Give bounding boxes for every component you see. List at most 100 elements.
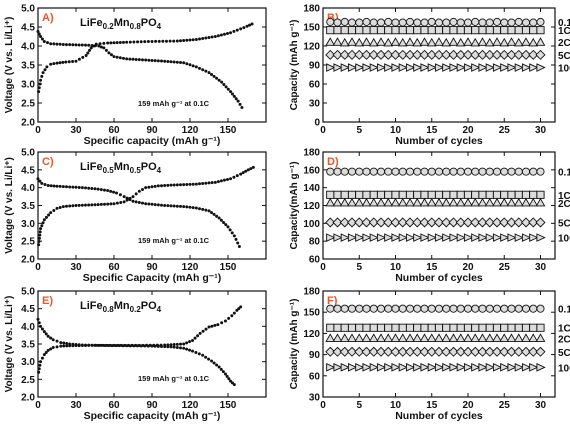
data-point <box>239 305 243 309</box>
series-5C <box>325 346 546 357</box>
data-point <box>222 220 226 224</box>
x-tick-label: 25 <box>499 400 511 411</box>
data-point <box>222 82 226 86</box>
series-label: 10C <box>558 363 570 374</box>
y-tick-label: 5.0 <box>21 287 35 298</box>
y-tick-label: 90 <box>309 350 321 361</box>
data-point <box>398 304 407 313</box>
data-point <box>478 190 487 199</box>
data-point <box>478 26 487 35</box>
data-point <box>102 46 106 50</box>
data-point <box>442 323 451 332</box>
data-point <box>478 18 487 27</box>
data-point <box>485 26 494 35</box>
data-point <box>397 346 408 357</box>
data-point <box>49 184 53 188</box>
data-point <box>207 71 211 75</box>
series-label: 5C <box>558 218 570 229</box>
panel-e: 0 30 60 90 120 150 2.0 2.5 3.0 3.5 4.0 4.5 5.0 Specif… <box>4 287 267 422</box>
data-point <box>514 304 523 313</box>
data-point <box>420 233 430 242</box>
data-point <box>64 60 68 64</box>
data-point <box>434 190 444 199</box>
data-point <box>251 165 255 169</box>
data-point <box>507 233 517 242</box>
data-point <box>42 218 46 222</box>
composition-subscript: 0.5 <box>103 166 115 175</box>
data-point <box>491 346 503 357</box>
data-point <box>144 202 148 206</box>
data-point <box>49 42 53 46</box>
data-point <box>448 217 459 228</box>
data-point <box>128 57 132 61</box>
data-point <box>219 218 223 222</box>
series-label: 2C <box>558 38 570 49</box>
data-point <box>37 86 41 90</box>
x-axis-label: Number of cycles <box>395 272 483 284</box>
data-point <box>88 48 92 52</box>
x-tick-label: 5 <box>356 125 362 136</box>
data-point <box>96 343 100 347</box>
data-point <box>169 345 173 349</box>
data-point <box>216 34 220 38</box>
data-point <box>521 63 532 72</box>
data-point <box>390 37 401 46</box>
x-tick-label: 5 <box>356 262 362 273</box>
data-point <box>492 363 503 372</box>
data-point <box>376 63 387 72</box>
data-point <box>42 39 46 43</box>
data-point <box>340 323 349 332</box>
data-point <box>40 356 44 360</box>
data-point <box>347 18 357 27</box>
y-tick-label: 180 <box>303 4 320 15</box>
data-point <box>59 344 63 348</box>
data-point <box>355 363 365 372</box>
data-point <box>506 197 517 207</box>
data-point <box>412 37 423 47</box>
data-point <box>528 333 539 342</box>
data-point <box>485 63 496 72</box>
data-point <box>185 62 189 66</box>
data-point <box>520 346 532 357</box>
data-point <box>197 352 201 356</box>
data-point <box>355 190 364 199</box>
data-point <box>500 233 510 242</box>
data-point <box>230 231 234 235</box>
y-tick-label: 3.5 <box>21 340 35 351</box>
data-point <box>226 87 230 91</box>
data-point <box>333 190 342 199</box>
data-point <box>207 357 211 361</box>
data-point <box>219 179 223 183</box>
y-tick-label: 5.0 <box>21 4 35 15</box>
series-1C <box>326 323 545 332</box>
data-point <box>109 53 113 57</box>
data-point <box>485 323 494 332</box>
data-point <box>448 37 459 46</box>
data-point <box>470 197 481 207</box>
data-point <box>484 333 495 342</box>
data-point <box>84 54 88 57</box>
data-point <box>368 49 379 60</box>
data-point <box>434 333 444 342</box>
composition-subscript: 0.5 <box>130 166 142 175</box>
data-point <box>455 37 466 47</box>
data-point <box>179 39 182 43</box>
data-point <box>513 197 524 207</box>
series-2C <box>325 333 546 342</box>
data-point <box>210 211 214 215</box>
data-point <box>332 346 343 357</box>
data-point <box>112 202 116 206</box>
data-point <box>391 363 401 372</box>
data-point <box>39 35 43 38</box>
data-point <box>229 90 233 94</box>
data-point <box>38 230 42 234</box>
data-point <box>485 363 496 372</box>
data-point <box>172 183 176 187</box>
data-point <box>529 18 538 27</box>
series-2C <box>325 37 546 47</box>
data-point <box>237 245 241 249</box>
data-point <box>71 342 75 346</box>
data-point <box>347 190 357 199</box>
data-point <box>463 190 473 199</box>
data-point <box>507 18 516 27</box>
